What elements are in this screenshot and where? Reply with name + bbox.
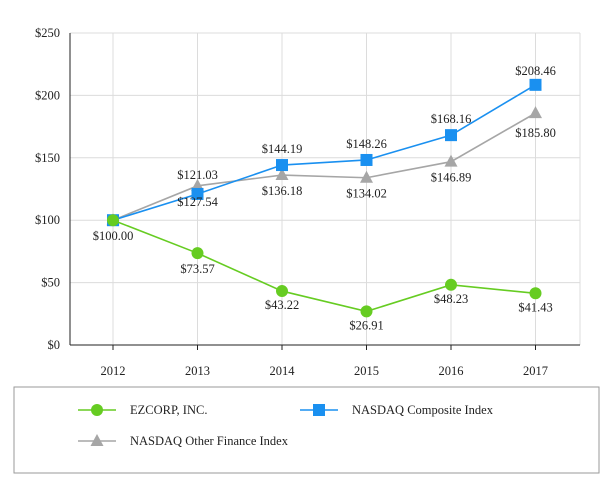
data-point <box>360 305 373 318</box>
legend-marker <box>90 434 104 446</box>
y-tick-label: $150 <box>35 151 60 165</box>
series-line <box>112 112 536 221</box>
data-label: $144.19 <box>262 142 303 156</box>
legend-marker <box>313 404 325 416</box>
data-point <box>445 278 457 291</box>
y-tick-label: $100 <box>35 213 60 227</box>
data-point <box>191 247 204 260</box>
data-point <box>276 285 288 298</box>
data-point <box>360 170 373 183</box>
data-point <box>529 106 542 119</box>
x-tick-label: 2012 <box>101 364 126 378</box>
data-label: $100.00 <box>93 229 134 243</box>
grid-lines <box>70 32 581 345</box>
data-label: $26.91 <box>349 318 383 332</box>
data-label: $127.54 <box>177 195 218 209</box>
data-label: $185.80 <box>515 126 556 140</box>
data-point <box>529 78 542 91</box>
legend-label: EZCORP, INC. <box>130 403 207 417</box>
data-label: $43.22 <box>265 298 299 312</box>
data-label: $48.23 <box>434 292 468 306</box>
x-tick-label: 2014 <box>270 364 296 378</box>
y-tick-label: $250 <box>35 26 60 40</box>
data-label: $148.26 <box>346 137 387 151</box>
data-point <box>445 129 457 142</box>
data-labels: $100.00 $73.57 $43.22 $26.91 $48.23 $41.43 $12… <box>93 64 556 333</box>
x-tick-label: 2016 <box>439 364 464 378</box>
data-point <box>444 154 458 167</box>
y-tick-label: $50 <box>41 276 60 290</box>
data-point <box>360 153 373 166</box>
data-point <box>191 178 204 191</box>
data-point <box>529 287 542 300</box>
legend: EZCORP, INC. NASDAQ Composite Index NASDAQ… <box>13 386 600 474</box>
data-point <box>107 214 119 227</box>
x-tick-label: 2017 <box>523 364 548 378</box>
legend-label: NASDAQ Composite Index <box>352 403 494 417</box>
data-label: $134.02 <box>346 187 387 201</box>
data-point <box>276 159 288 172</box>
data-label: $73.57 <box>180 262 214 276</box>
series-lines <box>106 78 542 318</box>
data-label: $41.43 <box>518 300 552 314</box>
x-tick-label: 2015 <box>354 364 379 378</box>
x-tick-label: 2013 <box>185 364 210 378</box>
series-line <box>112 219 536 313</box>
data-label: $168.16 <box>431 112 472 126</box>
legend-box <box>13 386 600 474</box>
legend-label: NASDAQ Other Finance Index <box>130 434 289 448</box>
y-tick-label: $200 <box>35 88 60 102</box>
y-tick-label: $0 <box>48 338 61 352</box>
data-label: $121.03 <box>177 168 218 182</box>
data-label: $146.89 <box>431 171 472 185</box>
data-point <box>191 187 204 200</box>
data-label: $136.18 <box>262 184 303 198</box>
series-line <box>112 84 536 221</box>
axes: $0 $50 $100 $150 $200 $250 2012 2013 2014 2015 201… <box>35 26 580 378</box>
data-label: $208.46 <box>515 64 556 78</box>
data-point <box>275 168 289 181</box>
legend-marker <box>91 404 103 416</box>
